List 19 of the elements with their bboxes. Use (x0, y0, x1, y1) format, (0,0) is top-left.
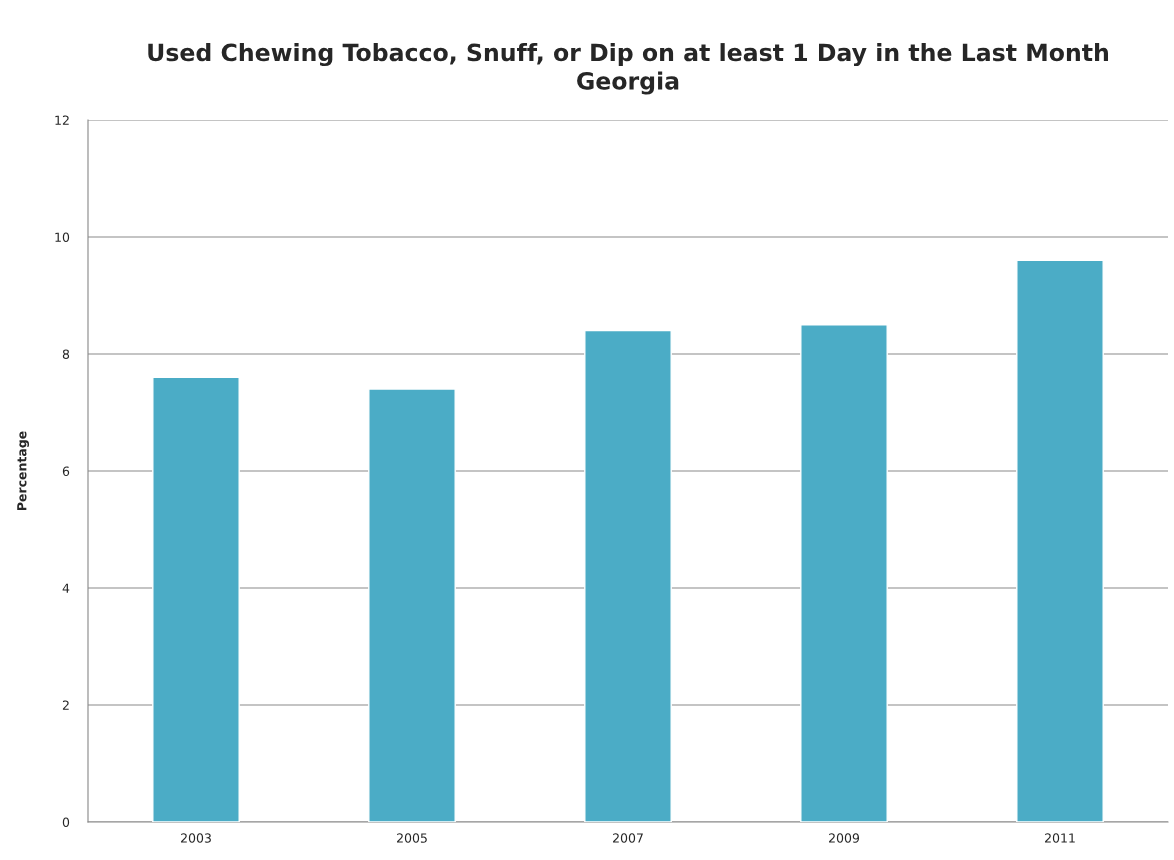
bar (1016, 259, 1104, 822)
y-tick-label: 6 (62, 466, 70, 476)
x-tick-label: 2011 (1045, 833, 1075, 843)
y-tick-label: 12 (55, 115, 69, 125)
x-tick-label: 2003 (181, 833, 211, 843)
x-tick-label: 2007 (613, 833, 643, 843)
y-tick-label: 0 (62, 817, 70, 827)
y-tick-label: 2 (62, 700, 69, 710)
y-tick-label: 4 (62, 583, 70, 593)
bar (368, 388, 456, 822)
x-tick-label: 2005 (397, 833, 427, 843)
y-tick-label: 10 (55, 232, 70, 242)
bar (152, 376, 240, 822)
y-tick-label: 8 (62, 349, 70, 359)
x-tick-label: 2009 (829, 833, 860, 843)
bar (584, 329, 672, 822)
chart-title: Used Chewing Tobacco, Snuff, or Dip on at least 1 Day in the Last Month Georgia (148, 43, 1109, 95)
bar (800, 324, 888, 822)
y-axis-title: Percentage (17, 431, 30, 511)
